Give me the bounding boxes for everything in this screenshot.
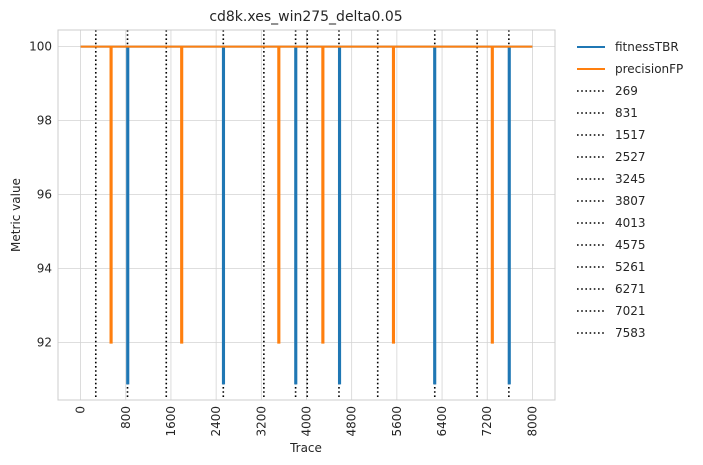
legend-label-6271: 6271 — [615, 282, 646, 296]
plot-frame — [57, 29, 556, 401]
legend: fitnessTBR precisionFP 269 831 1517 2527 3245 3… — [577, 40, 683, 340]
legend-label-1517: 1517 — [615, 128, 646, 142]
legend-label-7021: 7021 — [615, 304, 646, 318]
legend-label-2527: 2527 — [615, 150, 646, 164]
legend-label-3807: 3807 — [615, 194, 646, 208]
legend-label-precisionFP: precisionFP — [615, 62, 683, 76]
legend-label-831: 831 — [615, 106, 638, 120]
legend-label-5261: 5261 — [615, 260, 646, 274]
legend-label-4013: 4013 — [615, 216, 646, 230]
chart-title: cd8k.xes_win275_delta0.05 — [209, 9, 402, 25]
x-axis-label: Trace — [289, 441, 322, 455]
x-tick-labels: 0 800 1600 2400 3200 4000 4800 5600 6400 7200 8000 — [74, 406, 540, 437]
y-tick-label: 98 — [37, 114, 52, 128]
x-tick-label: 3200 — [254, 406, 268, 437]
y-tick-label: 100 — [29, 40, 52, 54]
x-tick-label: 800 — [119, 406, 133, 429]
y-tick-label: 94 — [37, 262, 52, 276]
x-tick-label: 2400 — [209, 406, 223, 437]
legend-label-269: 269 — [615, 84, 638, 98]
x-tick-label: 8000 — [525, 406, 539, 437]
y-axis-label: Metric value — [9, 178, 23, 252]
y-tick-labels: 92 94 96 98 100 — [29, 40, 52, 350]
y-tick-label: 92 — [37, 336, 52, 350]
x-tick-label: 4000 — [300, 406, 314, 437]
legend-label-3245: 3245 — [615, 172, 646, 186]
x-tick-label: 0 — [74, 406, 88, 414]
x-tick-label: 4800 — [345, 406, 359, 437]
legend-label-4575: 4575 — [615, 238, 646, 252]
x-tick-label: 1600 — [164, 406, 178, 437]
x-tick-label: 7200 — [480, 406, 494, 437]
x-tick-label: 5600 — [390, 406, 404, 437]
y-tick-label: 96 — [37, 188, 52, 202]
series-line-precisionFP — [80, 45, 533, 344]
series-lines — [80, 45, 533, 385]
legend-label-7583: 7583 — [615, 326, 646, 340]
x-tick-label: 6400 — [435, 406, 449, 437]
legend-label-fitnessTBR: fitnessTBR — [615, 40, 679, 54]
